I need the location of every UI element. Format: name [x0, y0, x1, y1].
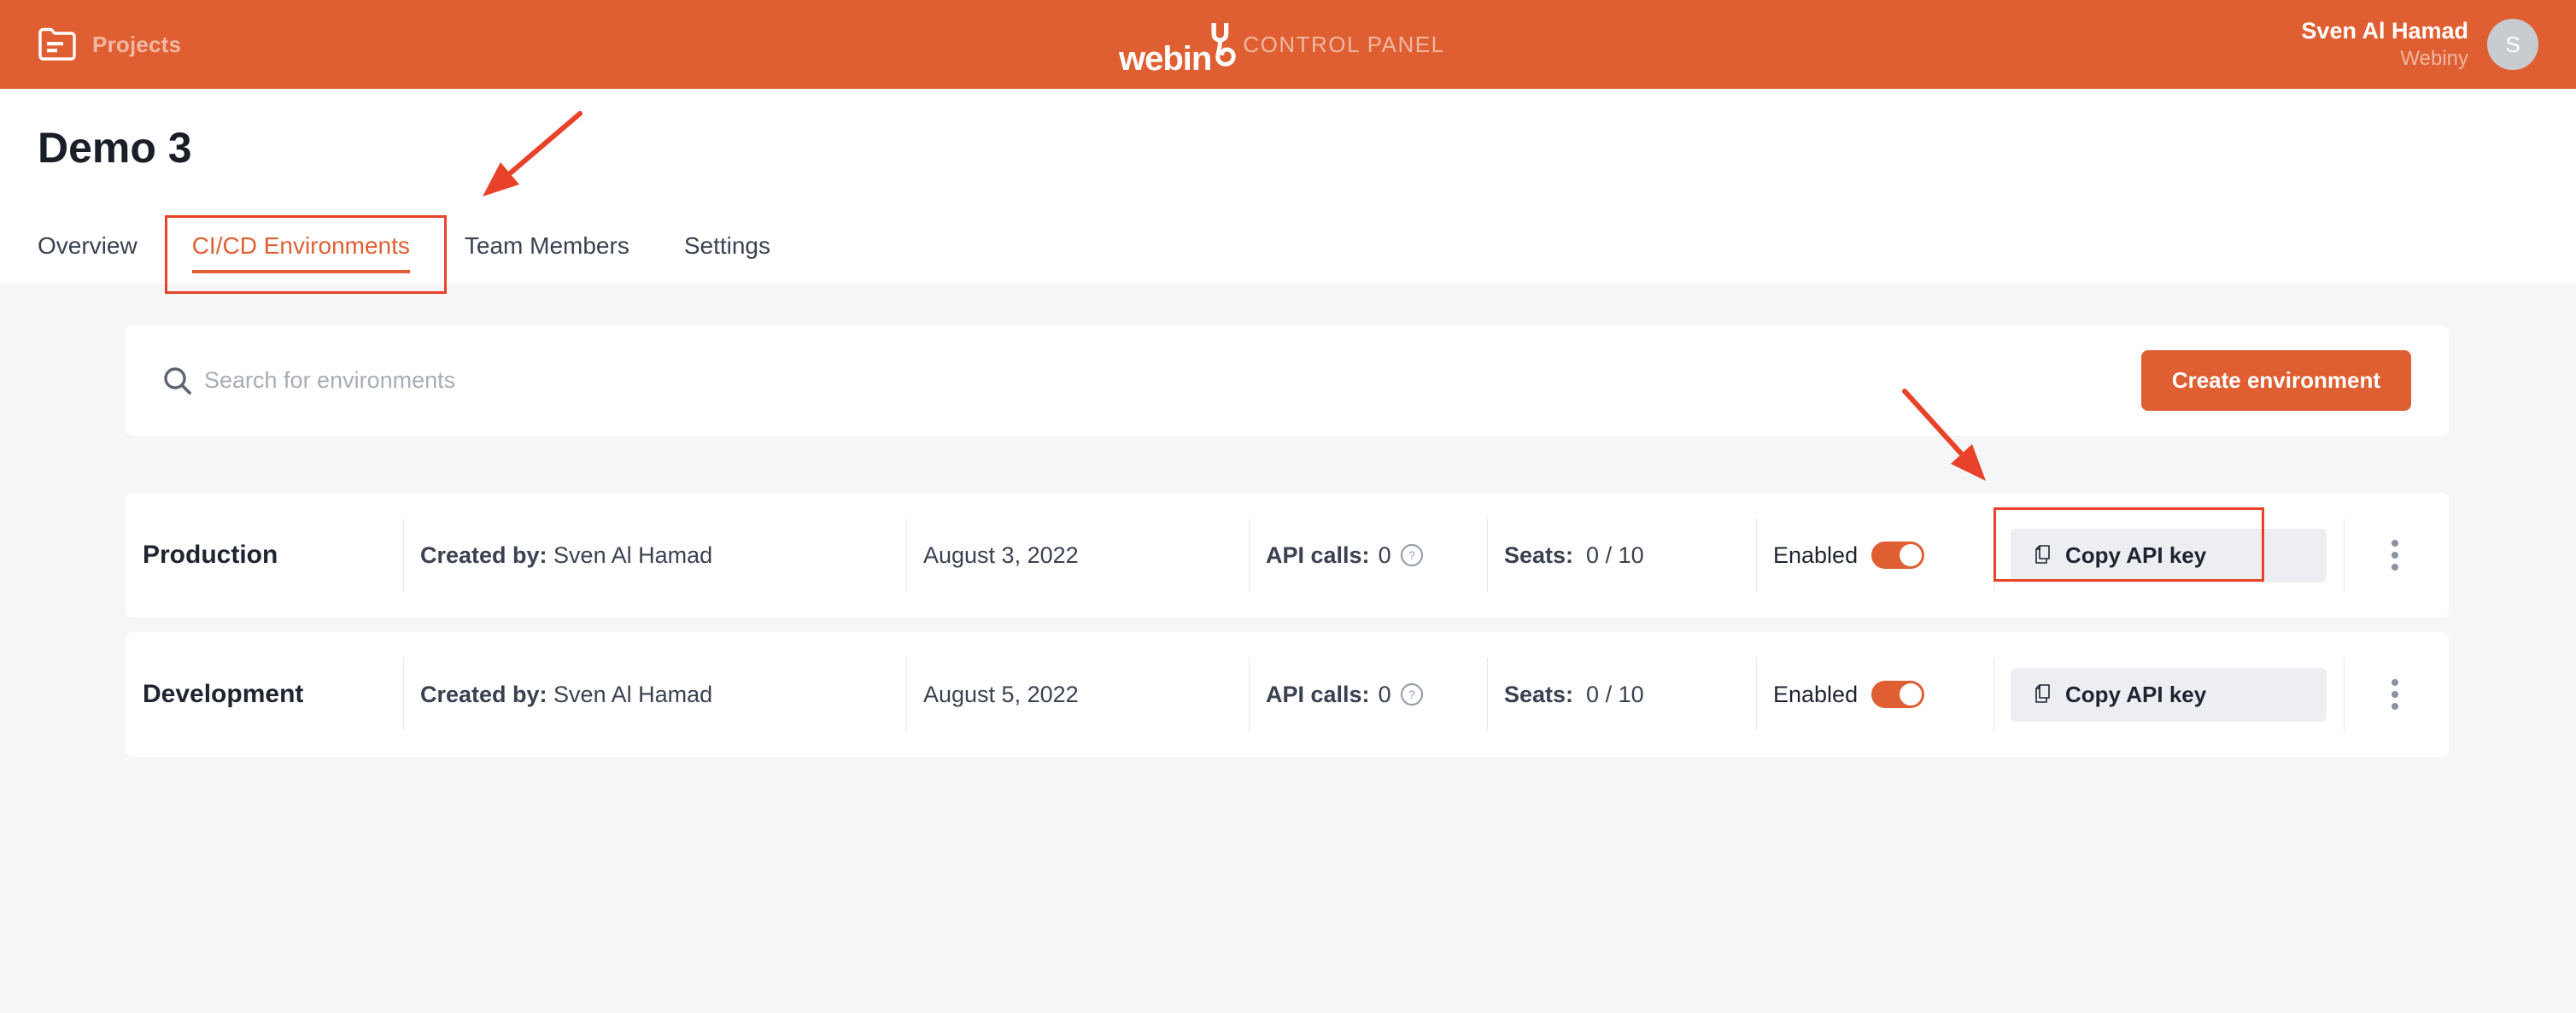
- svg-text:?: ?: [1408, 548, 1415, 562]
- svg-text:?: ?: [1408, 688, 1415, 701]
